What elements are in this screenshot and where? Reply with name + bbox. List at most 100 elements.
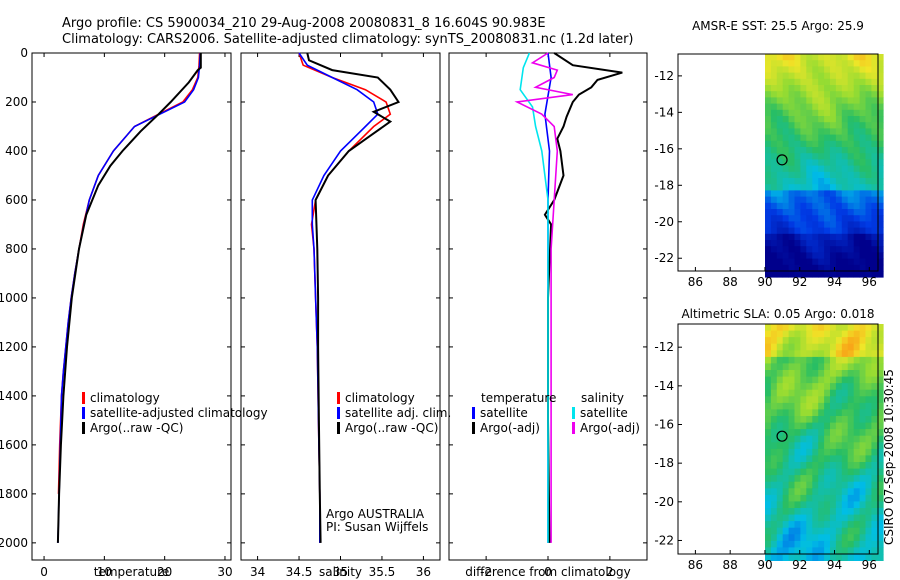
sla-map-cell [859, 501, 866, 509]
sst-map-cell [824, 159, 831, 166]
sst-map-cell [794, 140, 801, 148]
sla-map-cell [788, 343, 795, 351]
sst-map-title: AMSR-E SST: 25.5 Argo: 25.9 [692, 19, 864, 33]
sla-map-cell [877, 554, 884, 561]
sla-map-cell [782, 508, 789, 515]
sst-map-cell [794, 153, 801, 160]
sst-map-cell [806, 91, 813, 98]
sla-map-cell [824, 534, 831, 542]
sla-map-cell [853, 422, 860, 430]
sla-map-cell [865, 324, 872, 331]
sst-map-cell [830, 60, 837, 67]
sst-map-cell [877, 116, 884, 123]
sst-map-cell [865, 91, 872, 98]
sst-map-cell [800, 85, 807, 92]
sst-map-cell [853, 215, 860, 222]
sst-map-cell [847, 209, 854, 216]
sla-map-cell [865, 442, 872, 450]
sst-map-cell [806, 60, 813, 67]
sla-map-cell [782, 494, 789, 502]
sst-map-cell [812, 252, 819, 259]
sla-map-cell [818, 350, 825, 358]
sla-map-cell [818, 508, 825, 515]
sla-map-cell [812, 534, 819, 542]
sla-map-cell [765, 448, 772, 456]
sla-map-cell [770, 429, 778, 437]
sst-map-cell [770, 109, 778, 117]
sla-map-cell [788, 356, 795, 364]
sla-map-cell [835, 350, 843, 358]
sst-map-cell [818, 171, 825, 179]
sla-map-cell [788, 370, 795, 377]
sst-map-cell [776, 271, 784, 278]
sst-map-cell [877, 196, 884, 204]
sst-map-cell [859, 233, 866, 241]
sst-map-cell [877, 233, 884, 241]
sst-map-cell [865, 159, 872, 166]
sst-map-cell [782, 66, 789, 73]
sla-map-cell [776, 356, 784, 364]
sla-map-cell [788, 468, 795, 476]
sla-map-cell [847, 508, 854, 515]
sla-map-cell [818, 475, 825, 483]
sla-map-cell [877, 481, 884, 489]
sst-map-cell [830, 202, 837, 210]
sla-map-cell [824, 409, 831, 417]
sla-map-cell [788, 455, 795, 463]
sst-map-cell [824, 97, 831, 104]
sst-map-cell [824, 246, 831, 253]
sla-map-cell [853, 356, 860, 364]
sla-map-cell [865, 514, 872, 522]
sla-map-cell [853, 481, 860, 489]
sla-map-cell [847, 343, 854, 351]
sst-map-cell [859, 128, 866, 135]
sla-map-xtick-label: 88 [723, 558, 738, 572]
sla-map-cell [818, 409, 825, 417]
sla-map-cell [835, 527, 843, 535]
sla-map-cell [818, 514, 825, 522]
sla-map-cell [800, 396, 807, 404]
sla-map-cell [776, 527, 784, 535]
sst-map-cell [818, 103, 825, 111]
sst-map-cell [812, 72, 819, 80]
sla-map-cell [776, 416, 784, 423]
sla-map-cell [859, 475, 866, 483]
sst-map-cell [770, 122, 778, 129]
sla-map-cell [824, 514, 831, 522]
sla-map-cell [794, 527, 801, 535]
sla-map-ytick-label: -18 [654, 456, 674, 470]
depth-tick-label: 1800 [0, 487, 28, 501]
sla-map-cell [830, 455, 837, 463]
sst-map-cell [770, 258, 778, 266]
sla-map-cell [800, 554, 807, 561]
sla-map-cell [765, 481, 772, 489]
sst-map-cell [794, 116, 801, 123]
sla-map-cell [859, 534, 866, 542]
sla-map-cell [800, 481, 807, 489]
sst-map-cell [818, 240, 825, 247]
sla-map-cell [770, 494, 778, 502]
sst-map-cell [865, 103, 872, 111]
sst-map-cell [765, 91, 772, 98]
sst-map-cell [859, 221, 866, 228]
sst-map-cell [818, 202, 825, 210]
sla-map-cell [835, 330, 843, 338]
sla-map-cell [770, 343, 778, 351]
sst-map-cell [835, 202, 843, 210]
sla-map-cell [788, 501, 795, 509]
sla-map-cell [865, 554, 872, 561]
sla-map-cell [871, 540, 878, 548]
sst-map-cell [806, 97, 813, 104]
sla-map-cell [782, 383, 789, 391]
sst-map-cell [835, 184, 843, 191]
sst-map-cell [871, 153, 878, 160]
sla-map-cell [847, 494, 854, 502]
sst-map-cell [782, 209, 789, 216]
sst-map-cell [776, 227, 784, 235]
sla-map-cell [788, 350, 795, 358]
sla-map-cell [871, 429, 878, 437]
sla-map-cell [765, 370, 772, 377]
sst-map-cell [859, 97, 866, 104]
sla-map-cell [800, 501, 807, 509]
sla-map-cell [859, 330, 866, 338]
